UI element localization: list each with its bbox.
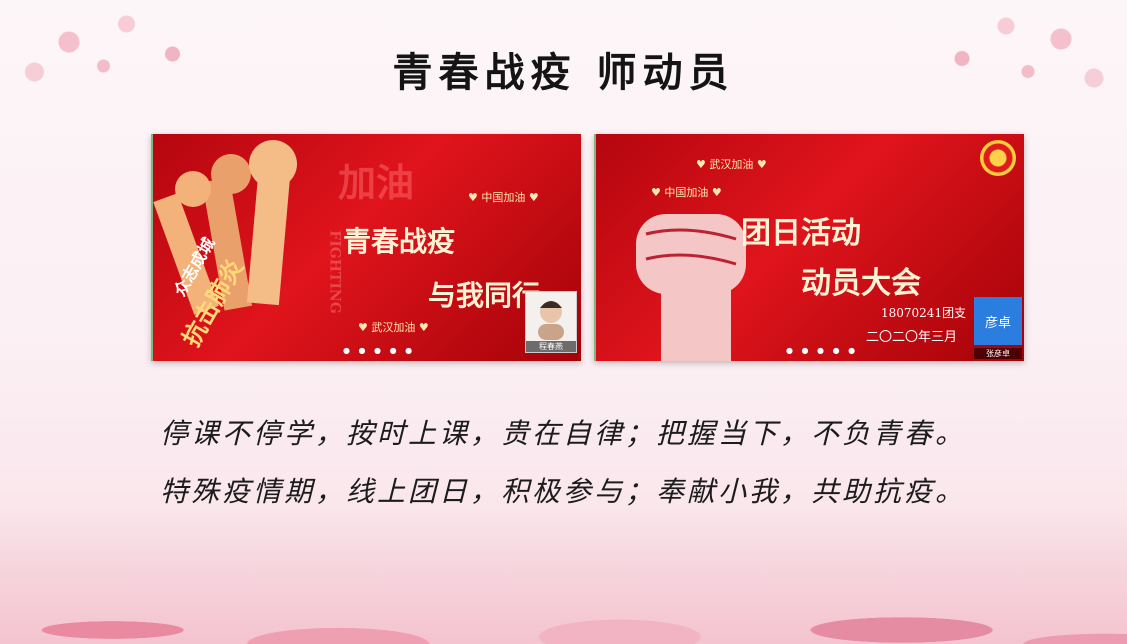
pager-dots[interactable]: ● ● ● ● ● [786, 346, 859, 355]
participant-thumbnail[interactable]: 程春燕 [525, 291, 577, 353]
heading-dongyuan-dahui: 动员大会 [801, 266, 921, 301]
tag-wuhan-jiayou: ♥ 武汉加油 ♥ [358, 321, 429, 334]
person-avatar-icon [538, 301, 564, 340]
tag-china-jiayou: ♥ 中国加油 ♥ [468, 191, 539, 204]
participant-name-label: 张彦卓 [974, 348, 1022, 359]
participant-name-label: 程春燕 [526, 341, 576, 352]
video-tile-left[interactable]: 众志成城 抗击肺炎 加油 FIGHTING ♥ 中国加油 ♥ 青春战疫 与我同行… [151, 134, 581, 361]
caption-line-2: 特殊疫情期，线上团日，积极参与；奉献小我，共助抗疫。 [160, 475, 967, 508]
flower-field-decoration [0, 504, 1127, 644]
raised-fists-icon [153, 140, 297, 315]
heading-tuanri-huodong: 团日活动 [741, 216, 861, 251]
raised-fist-icon [636, 214, 746, 361]
class-label: 18070241团支 [881, 306, 967, 320]
pager-dots[interactable]: ● ● ● ● ● [343, 346, 416, 355]
background-text-jiayou: 加油 [338, 160, 415, 205]
date-label: 二〇二〇年三月 [866, 330, 958, 345]
tag-china-jiayou: ♥ 中国加油 ♥ [651, 186, 722, 199]
tag-wuhan-jiayou: ♥ 武汉加油 ♥ [696, 158, 767, 171]
heading-qingchun-zhanyi: 青春战疫 [343, 225, 456, 258]
heading-yu-wo-tongxing: 与我同行 [428, 279, 541, 312]
page-title: 青春战疫 师动员 [392, 49, 735, 96]
caption-line-1: 停课不停学，按时上课，贵在自律；把握当下，不负青春。 [160, 417, 967, 450]
video-tile-right[interactable]: ♥ 武汉加油 ♥ ♥ 中国加油 ♥ 团日活动 动员大会 18070241团支 二… [594, 134, 1024, 361]
participant-avatar-badge[interactable]: 彦卓 [974, 297, 1022, 345]
youth-league-emblem-icon [980, 140, 1016, 176]
background-text-fighting: FIGHTING [326, 230, 343, 314]
